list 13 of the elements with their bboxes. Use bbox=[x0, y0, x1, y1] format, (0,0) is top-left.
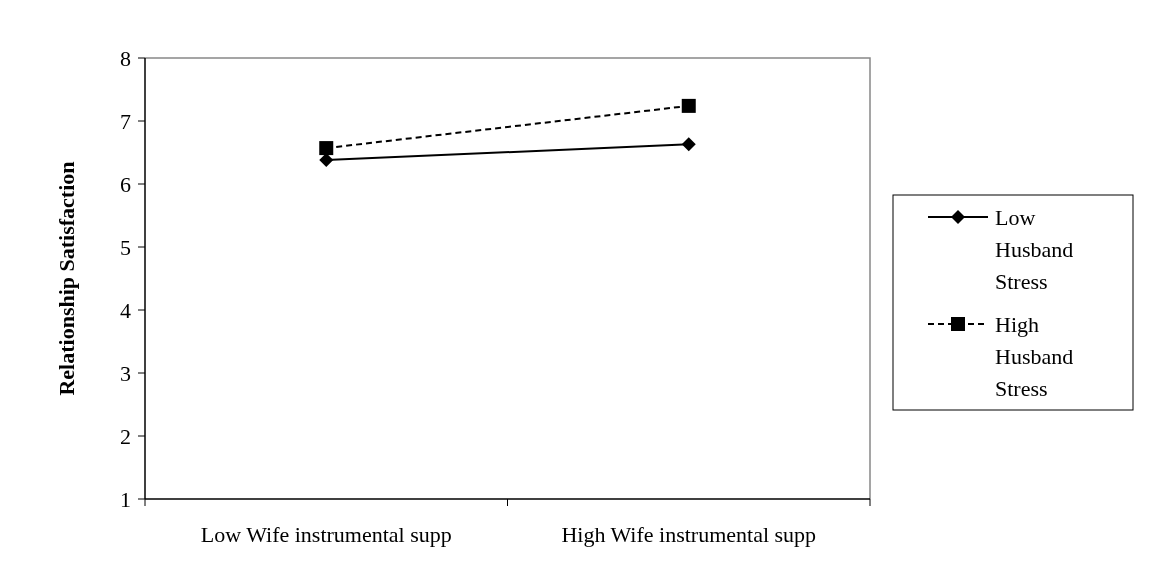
x-tick-label: High Wife instrumental supp bbox=[561, 522, 817, 547]
y-axis-title: Relationship Satisfaction bbox=[54, 161, 79, 396]
y-tick-label: 6 bbox=[120, 171, 131, 197]
y-tick-label: 5 bbox=[120, 234, 131, 260]
legend-label: High Husband Stress bbox=[995, 311, 1074, 401]
y-tick-label: 7 bbox=[120, 108, 131, 134]
y-tick-label: 3 bbox=[120, 360, 131, 386]
y-tick-label: 4 bbox=[120, 297, 131, 323]
y-tick-label: 1 bbox=[120, 486, 131, 512]
legend-label: Low Husband Stress bbox=[995, 204, 1074, 294]
x-tick-label: Low Wife instrumental supp bbox=[200, 522, 452, 547]
y-tick-label: 2 bbox=[120, 423, 131, 449]
y-tick-label: 8 bbox=[120, 45, 131, 71]
